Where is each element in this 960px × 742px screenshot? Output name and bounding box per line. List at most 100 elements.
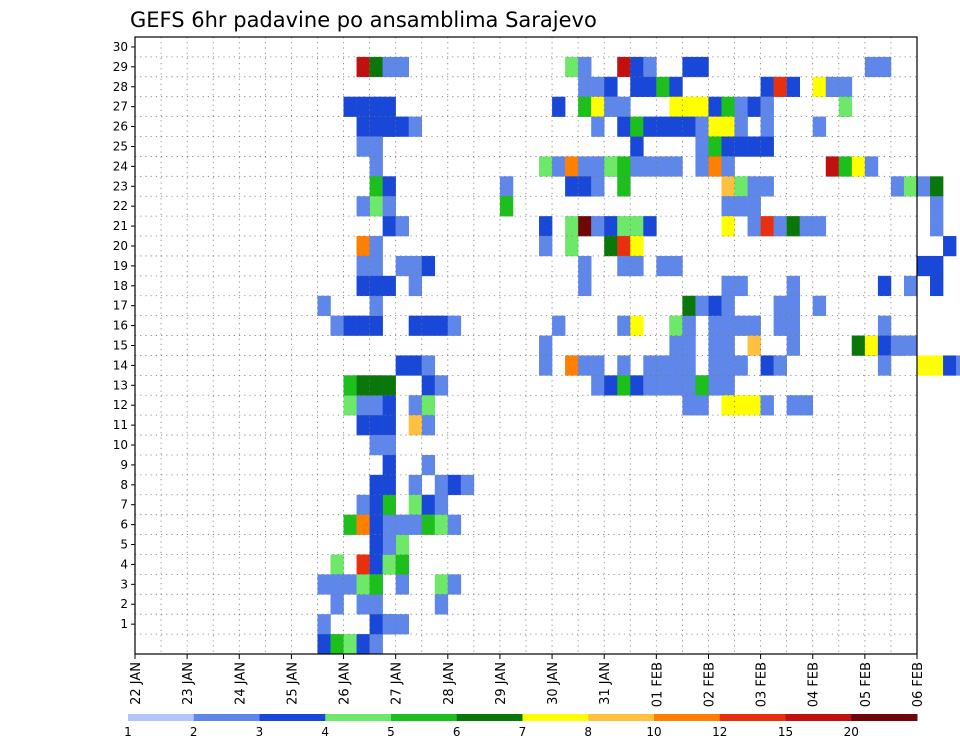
x-tick-label: 04 FEB <box>807 662 822 707</box>
heatmap-cell <box>773 216 787 237</box>
heatmap-cell <box>408 415 423 436</box>
heatmap-cell <box>408 395 423 416</box>
heatmap-cell <box>656 255 670 277</box>
heatmap-cell <box>499 176 514 197</box>
heatmap-cell <box>617 216 631 237</box>
heatmap-cell <box>721 96 735 117</box>
heatmap-cell <box>591 156 605 177</box>
heatmap-cell <box>369 96 383 117</box>
heatmap-cell <box>786 216 800 237</box>
heatmap-cell <box>343 96 357 117</box>
heatmap-cell <box>369 395 383 416</box>
heatmap-cell <box>864 335 879 356</box>
heatmap-cell <box>682 395 696 416</box>
heatmap-cell <box>956 355 960 376</box>
x-tick-label: 30 JAN <box>546 662 561 705</box>
heatmap-cell <box>408 275 423 297</box>
heatmap-cell <box>930 196 944 217</box>
heatmap-cell <box>434 494 449 515</box>
heatmap-cell <box>356 574 370 595</box>
heatmap-cell <box>356 196 370 217</box>
heatmap-cell <box>617 116 631 137</box>
heatmap-cell <box>539 355 553 376</box>
heatmap-cell <box>760 136 774 157</box>
heatmap-cell <box>591 116 605 137</box>
heatmap-cell <box>356 375 370 396</box>
heatmap-cell <box>747 395 761 416</box>
heatmap-cell <box>382 275 396 297</box>
heatmap-cell <box>565 216 579 237</box>
colorbar-swatch <box>325 714 392 721</box>
heatmap-cell <box>591 76 605 98</box>
heatmap-cell <box>565 156 579 177</box>
heatmap-cell <box>682 56 696 78</box>
heatmap-cell <box>421 255 436 277</box>
heatmap-cell <box>708 295 722 316</box>
heatmap-cell <box>734 395 748 416</box>
heatmap-cell <box>369 594 383 615</box>
heatmap-cell <box>578 96 592 117</box>
heatmap-cell <box>682 315 696 336</box>
heatmap-cell <box>317 614 331 635</box>
heatmap-cell <box>578 76 592 98</box>
heatmap-cell <box>369 554 383 575</box>
heatmap-cell <box>382 614 396 635</box>
colorbar-swatch <box>654 714 721 721</box>
y-tick-label: 19 <box>113 259 128 273</box>
x-tick-label: 06 FEB <box>911 662 926 707</box>
colorbar-label: 5 <box>387 725 395 739</box>
heatmap-cell <box>356 56 370 78</box>
heatmap-cell <box>930 216 944 237</box>
heatmap-cell <box>408 315 423 336</box>
heatmap-cell <box>721 136 735 157</box>
heatmap-cell <box>695 375 709 396</box>
heatmap-cell <box>643 216 657 237</box>
heatmap-cell <box>369 574 383 595</box>
heatmap-cell <box>382 534 396 555</box>
heatmap-cell <box>747 196 761 217</box>
heatmap-cell <box>408 255 423 277</box>
heatmap-cell <box>395 614 409 635</box>
heatmap-cell <box>669 156 683 177</box>
heatmap-cell <box>460 474 475 496</box>
heatmap-cell <box>382 454 396 476</box>
heatmap-cell <box>786 76 800 98</box>
colorbar-label: 4 <box>321 725 329 739</box>
heatmap-cell <box>630 315 644 336</box>
heatmap-cell <box>395 216 409 237</box>
heatmap-cell <box>539 236 553 257</box>
y-tick-label: 5 <box>120 538 128 552</box>
heatmap-cell <box>812 216 827 237</box>
heatmap-cell <box>408 355 423 376</box>
heatmap-cell <box>343 395 357 416</box>
heatmap-cell <box>382 176 396 197</box>
heatmap-cell <box>382 554 396 575</box>
heatmap-cell <box>917 255 931 277</box>
heatmap-cell <box>408 494 423 515</box>
heatmap-cell <box>382 216 396 237</box>
colorbar: 1 2 3 4 5 6 7 8 10 12 15 20 <box>124 714 918 739</box>
heatmap-cell <box>643 156 657 177</box>
heatmap-cell <box>734 136 748 157</box>
heatmap-cell <box>721 355 735 376</box>
heatmap-cell <box>317 295 331 316</box>
x-tick-label: 29 JAN <box>494 662 509 705</box>
heatmap-cell <box>395 56 409 78</box>
heatmap-cell <box>708 136 722 157</box>
colorbar-swatch <box>391 714 458 721</box>
heatmap-cell <box>317 574 331 595</box>
colorbar-label: 20 <box>844 725 859 739</box>
heatmap-cell <box>643 76 657 98</box>
heatmap-cell <box>760 76 774 98</box>
heatmap-cell <box>499 196 514 217</box>
heatmap-cell <box>395 574 409 595</box>
heatmap-cell <box>565 56 579 78</box>
heatmap-cell <box>630 375 644 396</box>
heatmap-cell <box>734 355 748 376</box>
heatmap-cell <box>369 375 383 396</box>
colorbar-label: 8 <box>584 725 592 739</box>
heatmap-cell <box>447 514 462 535</box>
heatmap-cell <box>877 335 892 356</box>
heatmap-cell <box>786 315 800 336</box>
